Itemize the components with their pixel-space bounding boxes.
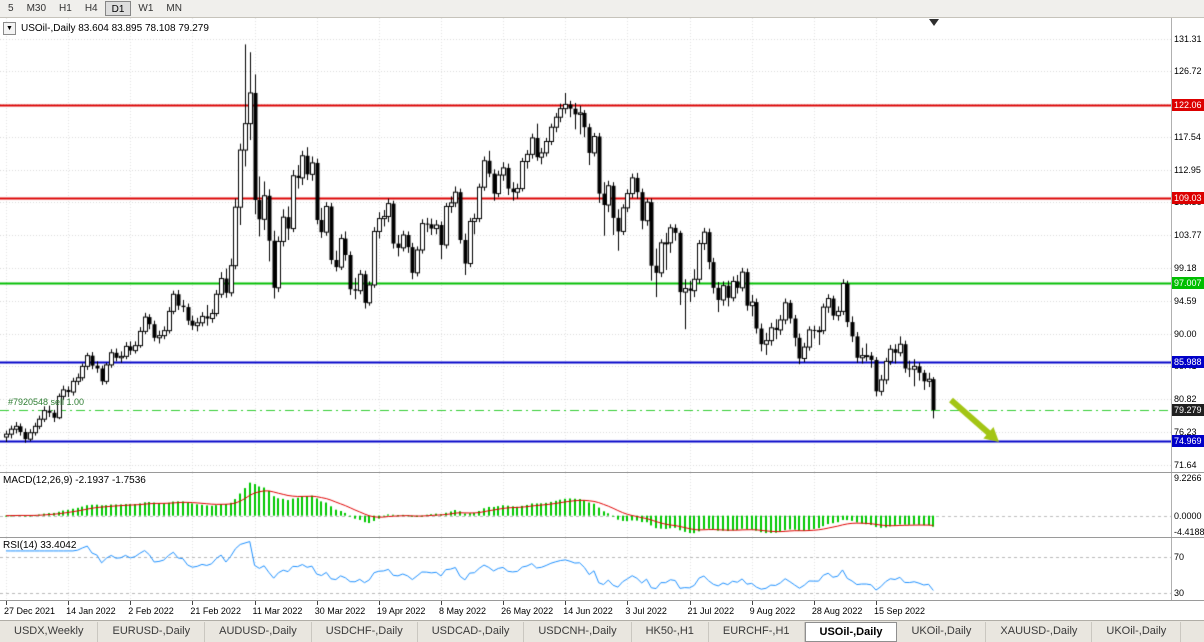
chart-tab[interactable]: UKOil-,Daily bbox=[1092, 621, 1182, 642]
price-scale-label: 80.82 bbox=[1174, 394, 1197, 405]
price-scale-label: 103.77 bbox=[1174, 230, 1202, 241]
macd-scale-label: 9.2266 bbox=[1174, 473, 1202, 483]
price-level-tag: 74.969 bbox=[1172, 434, 1204, 447]
date-tick bbox=[130, 601, 131, 605]
rsi-scale-label: 70 bbox=[1174, 552, 1185, 563]
timeframe-button[interactable]: D1 bbox=[104, 1, 132, 16]
rsi-scale-label: 30 bbox=[1174, 587, 1185, 598]
date-axis-label: 21 Feb 2022 bbox=[190, 606, 241, 616]
date-axis-label: 26 May 2022 bbox=[501, 606, 554, 616]
date-tick bbox=[441, 601, 442, 605]
price-level-tag: 79.279 bbox=[1172, 404, 1204, 417]
price-level-tag: 122.06 bbox=[1172, 98, 1204, 111]
date-tick bbox=[814, 601, 815, 605]
date-axis-label: 9 Aug 2022 bbox=[749, 606, 796, 616]
timeframe-button[interactable]: M30 bbox=[26, 3, 47, 14]
price-scale-label: 90.00 bbox=[1174, 328, 1197, 339]
chart-tab[interactable]: EURCHF-,H1 bbox=[709, 621, 805, 642]
price-scale-label: 117.54 bbox=[1174, 131, 1201, 142]
date-tick bbox=[503, 601, 504, 605]
timeframe-button[interactable]: H4 bbox=[84, 3, 98, 14]
rsi-panel: RSI(14) 33.4042 70 30 bbox=[0, 538, 1204, 600]
date-tick bbox=[6, 601, 7, 605]
macd-scale[interactable]: 9.2266 0.0000 -4.4188 bbox=[1171, 473, 1204, 537]
rsi-scale[interactable]: 70 30 bbox=[1171, 538, 1204, 600]
panel-splitter[interactable] bbox=[0, 537, 1204, 538]
timeframe-button[interactable]: 5 bbox=[8, 3, 14, 14]
chart-tab[interactable]: USOil-,Daily bbox=[804, 621, 898, 642]
timeframe-button[interactable]: MN bbox=[166, 3, 182, 14]
chart-tab[interactable]: USDCNH-,Daily bbox=[524, 621, 632, 642]
chart-tab-bar: USDX,Weekly EURUSD-,Daily AUDUSD-,Daily USD… bbox=[0, 620, 1204, 642]
date-axis-label: 27 Dec 2021 bbox=[4, 606, 56, 616]
date-tick bbox=[627, 601, 628, 605]
chart-shift-marker[interactable] bbox=[929, 19, 940, 26]
price-scale-label: 112.95 bbox=[1174, 164, 1201, 175]
date-axis-label: 21 Jul 2022 bbox=[687, 606, 735, 616]
date-axis-label: 28 Aug 2022 bbox=[811, 606, 863, 616]
date-axis-label: 3 Jul 2022 bbox=[625, 606, 667, 616]
date-axis-label: 14 Jun 2022 bbox=[563, 606, 613, 616]
date-tick bbox=[565, 601, 566, 605]
date-tick bbox=[752, 601, 753, 605]
price-scale[interactable]: 131.31126.72122.13117.54112.95108.36103.… bbox=[1171, 18, 1204, 472]
price-level-tag: 109.03 bbox=[1172, 191, 1204, 204]
timeframe-toolbar: 5 M30 H1 H4 D1 W1 MN bbox=[0, 0, 1204, 18]
chart-tab[interactable]: USDCAD-,Daily bbox=[418, 621, 525, 642]
price-level-tag: 85.988 bbox=[1172, 356, 1204, 369]
date-axis-label: 11 Mar 2022 bbox=[252, 606, 303, 616]
open-position-label[interactable]: #7920548 sell 1.00 bbox=[8, 397, 85, 408]
chart-tab[interactable]: UKOil-,Daily bbox=[897, 621, 987, 642]
date-axis[interactable]: 27 Dec 2021 14 Jan 2022 2 Feb 2022 21 Feb 2… bbox=[0, 600, 1204, 620]
chart-tab[interactable]: HK50-,H1 bbox=[632, 621, 709, 642]
one-click-trading-toggle[interactable]: ▼ bbox=[3, 22, 16, 35]
price-scale-label: 71.64 bbox=[1174, 459, 1197, 470]
price-scale-label: 131.31 bbox=[1174, 33, 1202, 44]
date-tick bbox=[379, 601, 380, 605]
price-chart-panel: ▼ USOil-,Daily 83.604 83.895 78.108 79.2… bbox=[0, 18, 1204, 472]
chart-title: USOil-,Daily 83.604 83.895 78.108 79.279 bbox=[21, 23, 209, 34]
rsi-canvas[interactable] bbox=[0, 538, 1171, 600]
date-tick bbox=[690, 601, 691, 605]
date-axis-label: 2 Feb 2022 bbox=[128, 606, 174, 616]
timeframe-button[interactable]: W1 bbox=[138, 3, 154, 14]
macd-scale-label: 0.0000 bbox=[1174, 510, 1202, 521]
macd-scale-label: -4.4188 bbox=[1174, 527, 1204, 537]
chart-tab[interactable]: AUDUSD-,Daily bbox=[205, 621, 312, 642]
panel-splitter[interactable] bbox=[0, 472, 1204, 473]
date-tick bbox=[317, 601, 318, 605]
date-axis-label: 19 Apr 2022 bbox=[376, 606, 426, 616]
date-axis-label: 15 Sep 2022 bbox=[873, 606, 925, 616]
chart-tab[interactable]: USDX,Weekly bbox=[0, 621, 99, 642]
date-axis-label: 14 Jan 2022 bbox=[66, 606, 116, 616]
chart-tab[interactable]: USDCHF-,Daily bbox=[312, 621, 418, 642]
price-chart-canvas[interactable] bbox=[0, 18, 1171, 472]
price-scale-label: 94.59 bbox=[1174, 295, 1197, 306]
date-axis-label: 8 May 2022 bbox=[438, 606, 486, 616]
rsi-title: RSI(14) 33.4042 bbox=[3, 540, 77, 551]
price-scale-label: 126.72 bbox=[1174, 66, 1202, 77]
chart-header: ▼ USOil-,Daily 83.604 83.895 78.108 79.2… bbox=[3, 22, 209, 35]
date-tick bbox=[68, 601, 69, 605]
macd-canvas[interactable] bbox=[0, 473, 1171, 537]
date-axis-label: 30 Mar 2022 bbox=[314, 606, 366, 616]
price-scale-label: 99.18 bbox=[1174, 262, 1197, 273]
macd-title: MACD(12,26,9) -2.1937 -1.7536 bbox=[3, 475, 146, 486]
price-scale-label: 76.23 bbox=[1174, 426, 1197, 437]
macd-panel: MACD(12,26,9) -2.1937 -1.7536 9.2266 0.00… bbox=[0, 473, 1204, 537]
date-tick bbox=[192, 601, 193, 605]
date-tick bbox=[876, 601, 877, 605]
chart-tab[interactable]: XAUUSD-,Daily bbox=[986, 621, 1093, 642]
timeframe-button[interactable]: H1 bbox=[59, 3, 72, 14]
chart-tab[interactable]: EURUSD-,Daily bbox=[98, 621, 206, 642]
date-tick bbox=[255, 601, 256, 605]
price-level-tag: 97.007 bbox=[1172, 277, 1204, 290]
